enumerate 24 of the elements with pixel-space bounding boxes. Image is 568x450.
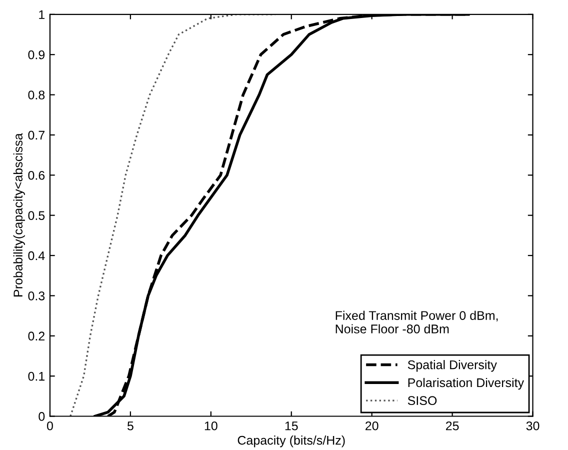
x-tick-label: 10 <box>204 421 218 430</box>
y-tick-label: 0.2 <box>28 332 44 341</box>
legend-label: Polarisation Diversity <box>408 378 524 390</box>
y-tick-label: 1 <box>39 10 45 19</box>
legend-label: SISO <box>408 396 437 406</box>
legend-label: Spatial Diversity <box>408 360 497 372</box>
x-tick-label: 15 <box>285 422 298 430</box>
y-tick-label: 0 <box>38 412 45 421</box>
x-tick-label: 20 <box>366 421 378 430</box>
y-axis-title: Probability(capacity<abscissa <box>13 133 25 296</box>
y-tick-label: 0.3 <box>28 291 45 300</box>
y-tick-label: 0.1 <box>28 372 45 381</box>
y-tick-label: 0.4 <box>28 251 45 260</box>
y-tick-label: 0.5 <box>28 211 45 220</box>
x-tick-label: 5 <box>127 422 134 430</box>
y-tick-label: 0.6 <box>28 170 45 180</box>
x-tick-label: 0 <box>46 421 53 430</box>
x-tick-label: 25 <box>446 421 459 430</box>
x-axis-title: Capacity (bits/s/Hz) <box>238 436 345 448</box>
annotation: Fixed Transmit Power 0 dBm, Noise Floor -80 dBm <box>336 310 498 334</box>
x-tick-label: 30 <box>526 421 540 430</box>
y-tick-label: 0.7 <box>28 130 44 140</box>
y-tick-label: 0.8 <box>28 90 45 100</box>
y-tick-label: 0.9 <box>28 50 45 60</box>
